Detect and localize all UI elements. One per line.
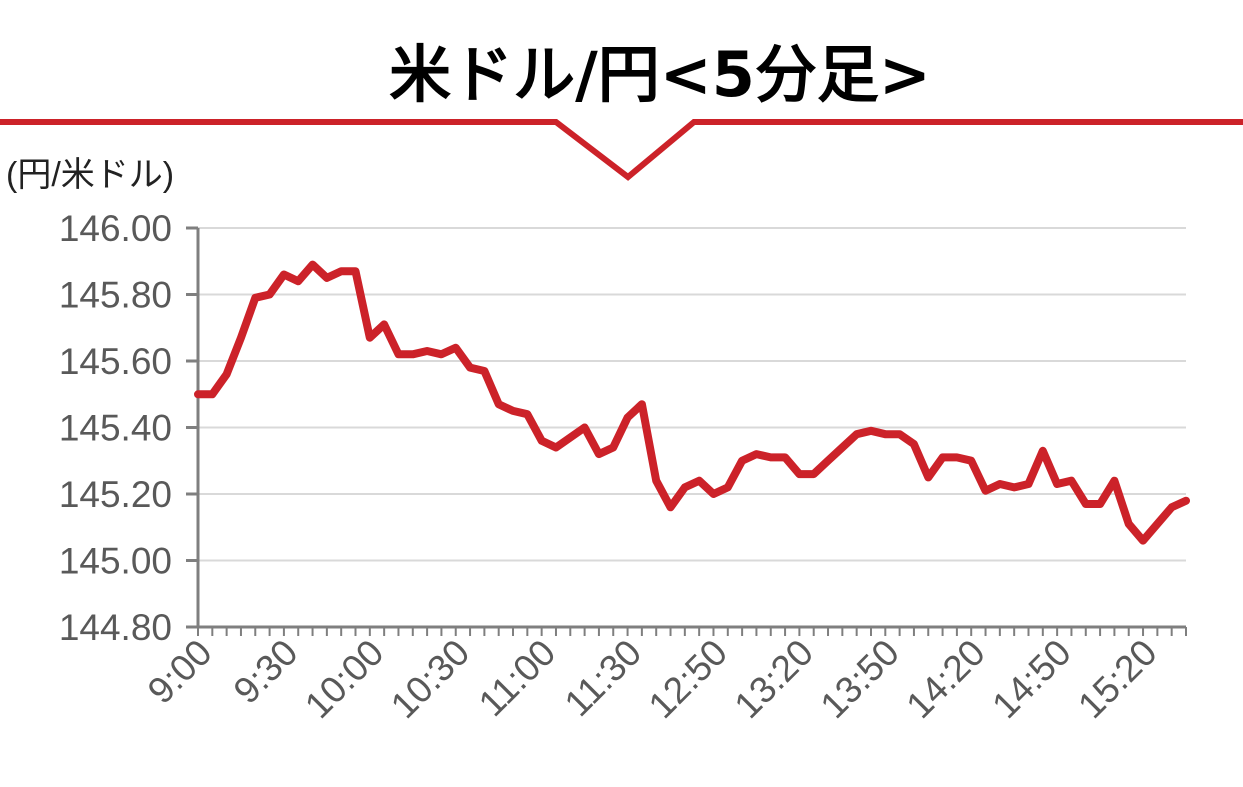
y-tick-label: 144.80 [59,607,172,648]
y-tick-label: 145.00 [59,541,172,582]
x-tick-label: 11:30 [557,632,650,725]
x-tick-label: 9:30 [226,632,306,712]
x-tick-label: 14:20 [898,632,992,726]
x-tick-labels: 9:00 9:3010:0010:3011:0011:3012:5013:2013… [140,632,1165,726]
y-tick-label: 145.20 [59,474,172,515]
y-tick-label: 145.60 [59,341,172,382]
series-line [194,260,1190,545]
y-tick-label: 145.80 [59,275,172,316]
gridlines [198,227,1186,562]
series [194,260,1190,545]
axes [186,226,1187,636]
y-tick-labels: 146.00 145.80 145.60 145.40 145.20 145.00 144.… [59,208,172,648]
title-banner-line [0,119,1243,181]
y-tick-label: 145.40 [59,408,172,449]
x-tick-label: 11:00 [471,632,564,725]
x-tick-label: 12:50 [641,632,735,726]
x-tick-label: 13:20 [727,632,821,726]
y-axis-unit-label: (円/米ドル) [6,156,174,194]
x-tick-label: 10:00 [297,632,391,726]
x-tick-label: 15:20 [1070,632,1164,726]
x-tick-label: 13:50 [812,632,906,726]
y-tick-label: 146.00 [59,208,172,249]
chart-title: 米ドル/円<5分足> [389,38,931,111]
x-tick-label: 10:30 [383,632,477,726]
x-tick-label: 14:50 [984,632,1078,726]
